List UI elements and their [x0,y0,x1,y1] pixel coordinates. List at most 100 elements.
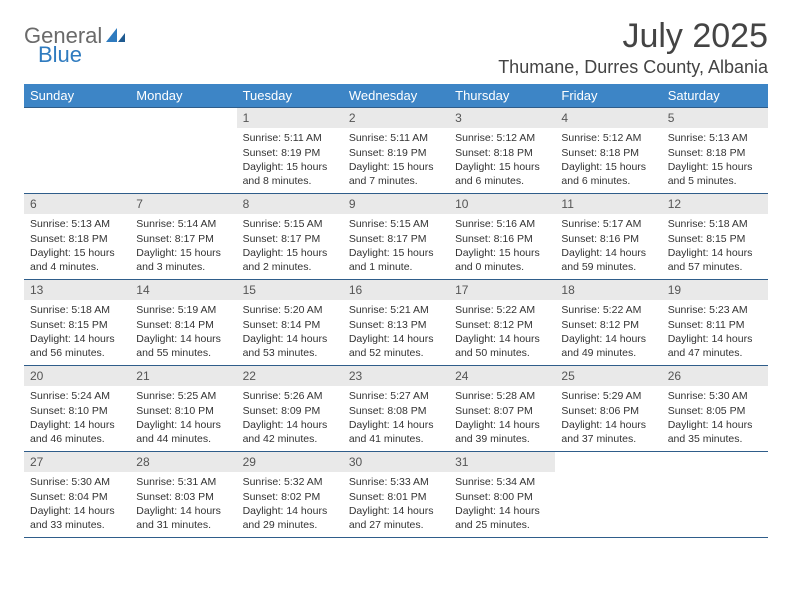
sunrise-line: Sunrise: 5:18 AM [30,304,110,316]
sunset-line: Sunset: 8:18 PM [668,147,746,159]
day-number: 3 [449,108,555,128]
daylight-line: Daylight: 15 hours and 6 minutes. [455,161,540,187]
sunset-line: Sunset: 8:19 PM [243,147,321,159]
day-details: Sunrise: 5:18 AMSunset: 8:15 PMDaylight:… [662,214,768,279]
sunrise-line: Sunrise: 5:30 AM [668,390,748,402]
calendar-table: Sunday Monday Tuesday Wednesday Thursday… [24,84,768,538]
sunrise-line: Sunrise: 5:31 AM [136,476,216,488]
day-details: Sunrise: 5:29 AMSunset: 8:06 PMDaylight:… [555,386,661,451]
title-block: July 2025 Thumane, Durres County, Albani… [498,18,768,78]
sunset-line: Sunset: 8:09 PM [243,405,321,417]
sunrise-line: Sunrise: 5:32 AM [243,476,323,488]
day-details: Sunrise: 5:13 AMSunset: 8:18 PMDaylight:… [24,214,130,279]
sunset-line: Sunset: 8:00 PM [455,491,533,503]
weekday-header: Tuesday [237,84,343,108]
sunrise-line: Sunrise: 5:20 AM [243,304,323,316]
calendar-cell: 6Sunrise: 5:13 AMSunset: 8:18 PMDaylight… [24,194,130,280]
daylight-line: Daylight: 14 hours and 33 minutes. [30,505,115,531]
day-number: 17 [449,280,555,300]
daylight-line: Daylight: 14 hours and 52 minutes. [349,333,434,359]
day-details: Sunrise: 5:24 AMSunset: 8:10 PMDaylight:… [24,386,130,451]
calendar-cell: 8Sunrise: 5:15 AMSunset: 8:17 PMDaylight… [237,194,343,280]
day-details: Sunrise: 5:14 AMSunset: 8:17 PMDaylight:… [130,214,236,279]
location-label: Thumane, Durres County, Albania [498,57,768,78]
sunset-line: Sunset: 8:03 PM [136,491,214,503]
daylight-line: Daylight: 14 hours and 25 minutes. [455,505,540,531]
daylight-line: Daylight: 14 hours and 56 minutes. [30,333,115,359]
day-number: 29 [237,452,343,472]
calendar-cell: 15Sunrise: 5:20 AMSunset: 8:14 PMDayligh… [237,280,343,366]
day-number: 16 [343,280,449,300]
calendar-cell: 25Sunrise: 5:29 AMSunset: 8:06 PMDayligh… [555,366,661,452]
calendar-cell: 27 Sunrise: 5:30 AM Sunset: 8:04 PM Dayligh… [24,452,130,538]
day-number: 9 [343,194,449,214]
sunrise-line: Sunrise: 5:12 AM [561,132,641,144]
sunrise-line: Sunrise: 5:28 AM [455,390,535,402]
day-number: 26 [662,366,768,386]
sunset-line: Sunset: 8:04 PM [30,491,108,503]
day-details: Sunrise: 5:15 AMSunset: 8:17 PMDaylight:… [343,214,449,279]
calendar-cell: 22Sunrise: 5:26 AMSunset: 8:09 PMDayligh… [237,366,343,452]
day-number: 27 [24,452,130,472]
sunset-line: Sunset: 8:14 PM [136,319,214,331]
calendar-cell: 30Sunrise: 5:33 AMSunset: 8:01 PMDayligh… [343,452,449,538]
sunrise-line: Sunrise: 5:11 AM [349,132,428,144]
day-details: Sunrise: 5:19 AMSunset: 8:14 PMDaylight:… [130,300,236,365]
day-number: 1 [237,108,343,128]
sunrise-line: Sunrise: 5:16 AM [455,218,535,230]
day-number: 23 [343,366,449,386]
weekday-header: Friday [555,84,661,108]
day-number: 7 [130,194,236,214]
daylight-line: Daylight: 15 hours and 5 minutes. [668,161,753,187]
calendar-cell: 14Sunrise: 5:19 AMSunset: 8:14 PMDayligh… [130,280,236,366]
day-number: 22 [237,366,343,386]
calendar-cell: 13Sunrise: 5:18 AMSunset: 8:15 PMDayligh… [24,280,130,366]
daylight-line: Daylight: 14 hours and 57 minutes. [668,247,753,273]
calendar-cell: 29Sunrise: 5:32 AMSunset: 8:02 PMDayligh… [237,452,343,538]
sunrise-line: Sunrise: 5:15 AM [349,218,429,230]
day-details: Sunrise: 5:20 AMSunset: 8:14 PMDaylight:… [237,300,343,365]
calendar-cell: 7Sunrise: 5:14 AMSunset: 8:17 PMDaylight… [130,194,236,280]
sunset-line: Sunset: 8:01 PM [349,491,427,503]
day-details: Sunrise: 5:30 AMSunset: 8:05 PMDaylight:… [662,386,768,451]
weekday-header: Wednesday [343,84,449,108]
calendar-cell: 28Sunrise: 5:31 AMSunset: 8:03 PMDayligh… [130,452,236,538]
daylight-line: Daylight: 15 hours and 7 minutes. [349,161,434,187]
sunrise-line: Sunrise: 5:24 AM [30,390,110,402]
calendar-cell: 0 [555,452,661,538]
sunset-line: Sunset: 8:08 PM [349,405,427,417]
sunrise-line: Sunrise: 5:23 AM [668,304,748,316]
daylight-line: Daylight: 15 hours and 4 minutes. [30,247,115,273]
daylight-line: Daylight: 15 hours and 3 minutes. [136,247,221,273]
day-details: Sunrise: 5:30 AM Sunset: 8:04 PM Daylight:… [24,472,130,537]
sunrise-line: Sunrise: 5:30 AM [30,476,110,488]
daylight-line: Daylight: 14 hours and 46 minutes. [30,419,115,445]
sunrise-line: Sunrise: 5:21 AM [349,304,429,316]
sunset-line: Sunset: 8:19 PM [349,147,427,159]
calendar-cell: 0 [24,108,130,194]
daylight-line: Daylight: 14 hours and 44 minutes. [136,419,221,445]
calendar-row: 0 0 1Sunrise: 5:11 AMSunset: 8:19 PMDayl… [24,108,768,194]
day-number: 28 [130,452,236,472]
sunset-line: Sunset: 8:15 PM [668,233,746,245]
day-number: 5 [662,108,768,128]
daylight-line: Daylight: 14 hours and 55 minutes. [136,333,221,359]
day-number: 20 [24,366,130,386]
calendar-row: 13Sunrise: 5:18 AMSunset: 8:15 PMDayligh… [24,280,768,366]
day-number: 19 [662,280,768,300]
sunrise-line: Sunrise: 5:29 AM [561,390,641,402]
sunrise-line: Sunrise: 5:14 AM [136,218,216,230]
day-number: 21 [130,366,236,386]
sunrise-line: Sunrise: 5:25 AM [136,390,216,402]
calendar-cell: 23Sunrise: 5:27 AMSunset: 8:08 PMDayligh… [343,366,449,452]
weekday-header: Saturday [662,84,768,108]
sunrise-line: Sunrise: 5:33 AM [349,476,429,488]
calendar-cell: 16Sunrise: 5:21 AMSunset: 8:13 PMDayligh… [343,280,449,366]
daylight-line: Daylight: 14 hours and 42 minutes. [243,419,328,445]
day-details: Sunrise: 5:33 AMSunset: 8:01 PMDaylight:… [343,472,449,537]
day-details: Sunrise: 5:23 AMSunset: 8:11 PMDaylight:… [662,300,768,365]
sunset-line: Sunset: 8:18 PM [561,147,639,159]
calendar-cell: 12Sunrise: 5:18 AMSunset: 8:15 PMDayligh… [662,194,768,280]
calendar-cell: 0 [662,452,768,538]
daylight-line: Daylight: 15 hours and 0 minutes. [455,247,540,273]
